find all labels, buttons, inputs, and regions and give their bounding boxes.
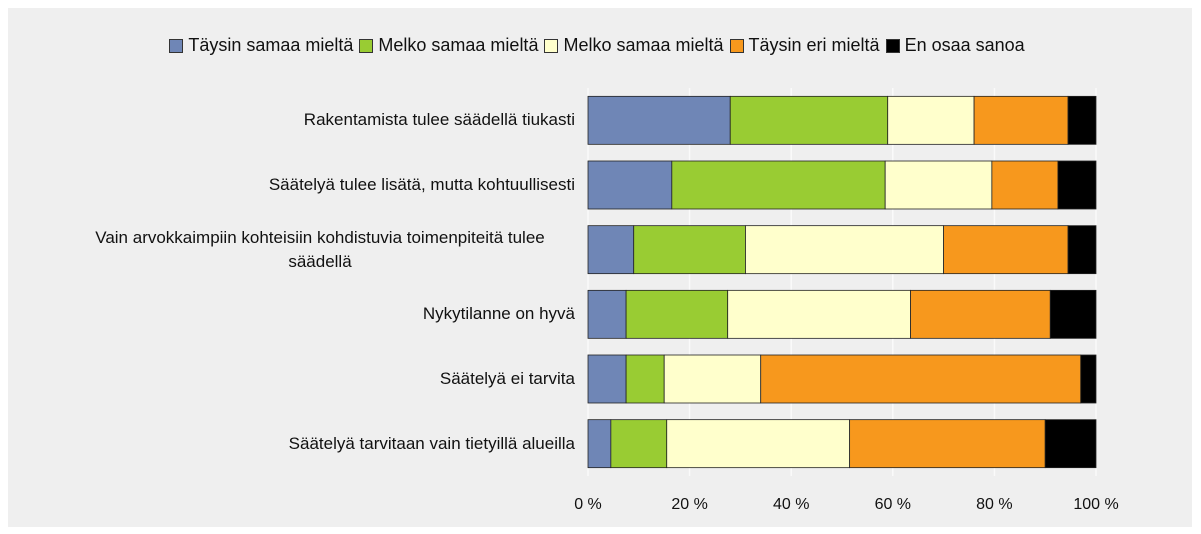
bar-segment bbox=[991, 160, 1059, 210]
legend: Täysin samaa mieltä Melko samaa mieltä Mel… bbox=[8, 35, 1192, 56]
legend-item: En osaa sanoa bbox=[885, 35, 1025, 56]
category-label: Vain arvokkaimpiin kohteisiin kohdistuvi… bbox=[35, 226, 575, 274]
x-tick-label: 40 % bbox=[773, 496, 809, 513]
bar-segment bbox=[587, 225, 635, 275]
legend-item: Melko samaa mieltä bbox=[544, 35, 724, 56]
bar-segment bbox=[887, 95, 975, 145]
bar-segment bbox=[671, 160, 886, 210]
category-text: Säätelyä ei tarvita bbox=[439, 369, 575, 388]
category-label: Nykytilanne on hyvä bbox=[35, 302, 575, 326]
bar-segment bbox=[1067, 95, 1097, 145]
category-text: Nykytilanne on hyvä bbox=[422, 304, 575, 324]
bar-segment bbox=[1044, 419, 1097, 469]
bar-segment bbox=[760, 354, 1082, 404]
bar-segment bbox=[849, 419, 1046, 469]
legend-swatch bbox=[729, 38, 744, 53]
legend-label: Melko samaa mieltä bbox=[378, 35, 539, 55]
plot: 0 % 20 % 40 % 60 % 80 % 100 % bbox=[574, 88, 1119, 513]
legend-swatch bbox=[169, 38, 184, 53]
x-tick-label: 0 % bbox=[574, 496, 602, 513]
legend-swatch bbox=[885, 38, 900, 53]
category-text: Säätelyä tarvitaan vain tietyillä alueil… bbox=[288, 433, 575, 453]
bar-segment bbox=[884, 160, 993, 210]
category-text: Vain arvokkaimpiin kohteisiin kohdistuvi… bbox=[95, 227, 545, 271]
legend-label: Täysin samaa mieltä bbox=[188, 35, 354, 55]
legend-item: Täysin eri mieltä bbox=[729, 35, 880, 56]
bar-segment bbox=[727, 289, 911, 339]
bar-segment bbox=[625, 354, 665, 404]
chart: 0 % 20 % 40 % 60 % 80 % 100 % Täysin samaa mi… bbox=[8, 8, 1192, 527]
category-label: Säätelyä ei tarvita bbox=[35, 367, 575, 391]
bar-segment bbox=[729, 95, 889, 145]
legend-label: Täysin eri mieltä bbox=[748, 35, 880, 55]
x-tick-label: 60 % bbox=[875, 496, 911, 513]
legend-swatch bbox=[544, 38, 559, 53]
bar-segment bbox=[587, 289, 627, 339]
legend-label: Melko samaa mieltä bbox=[563, 35, 724, 55]
bar-segment bbox=[610, 419, 668, 469]
legend-swatch bbox=[359, 38, 374, 53]
legend-item: Täysin samaa mieltä bbox=[169, 35, 353, 56]
bar-segment bbox=[943, 225, 1069, 275]
bar-segment bbox=[745, 225, 944, 275]
bar-segment bbox=[1057, 160, 1097, 210]
bar-segment bbox=[1049, 289, 1097, 339]
bar-segment bbox=[973, 95, 1069, 145]
bar-segment bbox=[587, 160, 673, 210]
bar-segment bbox=[587, 95, 731, 145]
bar-segment bbox=[587, 354, 627, 404]
bar-segment bbox=[910, 289, 1051, 339]
bar-segment bbox=[1067, 225, 1097, 275]
bar-segment bbox=[587, 419, 612, 469]
bar-segment bbox=[625, 289, 729, 339]
category-label: Säätelyä tarvitaan vain tietyillä alueil… bbox=[35, 432, 575, 456]
legend-item: Melko samaa mieltä bbox=[359, 35, 538, 56]
bar-segment bbox=[663, 354, 762, 404]
x-tick-label: 100 % bbox=[1073, 496, 1118, 513]
category-text: Rakentamista tulee säädellä tiukasti bbox=[303, 110, 575, 130]
legend-label: En osaa sanoa bbox=[904, 35, 1025, 55]
bar-segment bbox=[666, 419, 851, 469]
category-label: Säätelyä tulee lisätä, mutta kohtuullise… bbox=[35, 173, 575, 197]
bar-segment bbox=[633, 225, 746, 275]
x-tick-label: 80 % bbox=[976, 496, 1012, 513]
x-tick-label: 20 % bbox=[671, 496, 707, 513]
category-text: Säätelyä tulee lisätä, mutta kohtuullise… bbox=[268, 175, 575, 194]
category-label: Rakentamista tulee säädellä tiukasti bbox=[35, 108, 575, 132]
bar-segment bbox=[1080, 354, 1097, 404]
